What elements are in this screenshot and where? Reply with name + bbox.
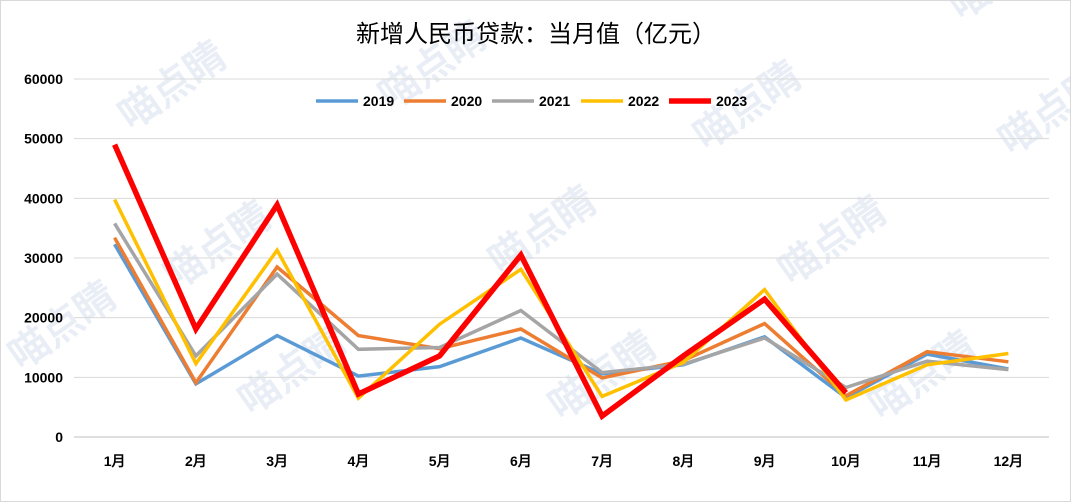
series-layer [112,143,1009,421]
watermark-text: 喵点睛 [480,178,605,285]
y-tick-label: 20000 [24,310,63,326]
x-tick-label: 3月 [266,453,288,469]
legend-label-2019: 2019 [363,93,394,109]
x-tick-label: 10月 [831,453,861,469]
axis-layer: 0 10000 20000 30000 40000 50000 60000 1月 2月 3月 4月 5… [24,71,1049,469]
chart-title: 新增人民币贷款：当月值（亿元） [356,20,716,48]
watermark-text: 喵点睛 [110,33,235,140]
x-tick-label: 6月 [510,453,532,469]
grid-layer [74,78,1049,378]
legend-label-2022: 2022 [628,93,659,109]
watermark-text: 喵点睛 [685,53,810,160]
y-tick-label: 0 [55,429,63,445]
watermark-text: 喵点睛 [940,1,1065,29]
watermark-text: 喵点睛 [770,188,895,295]
x-tick-label: 8月 [672,453,694,469]
legend: 2019 2020 2021 2022 2023 [316,93,747,109]
x-tick-label: 7月 [591,453,613,469]
y-tick-label: 50000 [24,131,63,147]
x-tick-label: 1月 [104,453,126,469]
x-tick-label: 9月 [754,453,776,469]
legend-label-2020: 2020 [451,93,482,109]
y-tick-label: 60000 [24,71,63,87]
watermark-text: 喵点睛 [990,58,1070,165]
x-tick-label: 11月 [913,453,942,469]
series-line-2020 [113,236,1009,398]
y-tick-label: 30000 [24,250,63,266]
x-tick-label: 4月 [347,453,369,469]
series-line-2023 [112,143,848,421]
y-tick-label: 40000 [24,190,63,206]
watermark-text: 喵点睛 [230,318,355,425]
x-tick-label: 2月 [185,453,207,469]
x-tick-label: 5月 [429,453,451,469]
watermark-text: 喵点睛 [1,273,125,380]
y-tick-label: 10000 [24,369,63,385]
legend-label-2023: 2023 [716,93,747,109]
legend-label-2021: 2021 [539,93,570,109]
x-tick-label: 12月 [994,453,1024,469]
